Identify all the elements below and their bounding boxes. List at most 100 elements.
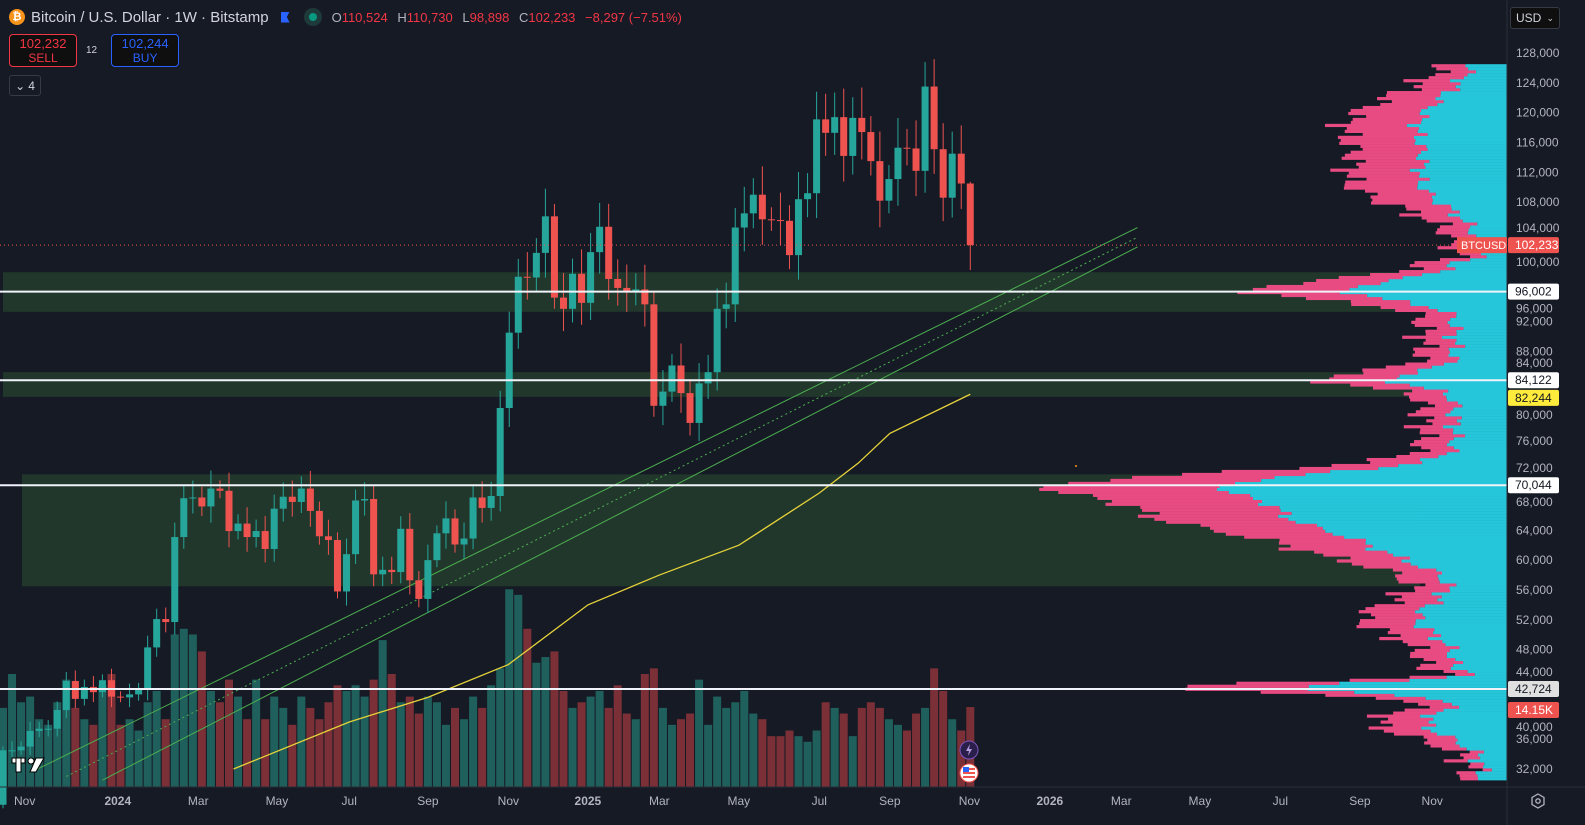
profile-bar-down bbox=[1368, 726, 1422, 730]
profile-bar-down bbox=[1159, 511, 1292, 515]
profile-bar-up bbox=[1456, 329, 1507, 333]
profile-bar-down bbox=[1350, 150, 1422, 154]
candle-body bbox=[749, 194, 757, 214]
price-tick-label: 64,000 bbox=[1516, 523, 1553, 537]
profile-bar-down bbox=[1426, 419, 1457, 423]
profile-bar-up bbox=[1380, 281, 1507, 286]
channel-upper-line[interactable] bbox=[29, 227, 1138, 774]
profile-bar-up bbox=[1467, 73, 1507, 77]
profile-bar-down bbox=[1363, 371, 1418, 375]
profile-bar-down bbox=[1403, 425, 1444, 429]
flag-icon[interactable] bbox=[280, 11, 290, 23]
profile-bar-up bbox=[1433, 630, 1507, 635]
price-axis-ticks: 128,000 124,000 120,000 116,000 112,000 108,0… bbox=[1516, 46, 1560, 776]
profile-bar-down bbox=[1470, 762, 1485, 766]
profile-bar-down bbox=[1423, 267, 1456, 271]
profile-bar-down bbox=[1409, 654, 1447, 659]
profile-bar-up bbox=[1456, 583, 1507, 587]
profile-bar-up bbox=[1421, 108, 1507, 113]
currency-select[interactable]: USD ⌄ bbox=[1510, 7, 1560, 29]
profile-bar-up bbox=[1443, 425, 1507, 429]
profile-bar-up bbox=[1234, 481, 1507, 486]
profile-bar-up bbox=[1491, 768, 1507, 772]
ohlc-values: O110,524 H110,730 L98,898 C102,233 −8,29… bbox=[331, 9, 682, 25]
volume-bar bbox=[252, 679, 261, 787]
profile-bar-up bbox=[1388, 278, 1507, 283]
trend-channel[interactable] bbox=[29, 227, 1138, 781]
profile-bar-up bbox=[1357, 284, 1507, 289]
volume-bar bbox=[839, 713, 848, 787]
candle-body bbox=[903, 147, 911, 149]
volume-label: 14.15K bbox=[1515, 703, 1553, 717]
profile-bar-down bbox=[1386, 91, 1441, 95]
price-tick-label: 56,000 bbox=[1516, 583, 1553, 597]
candle-body bbox=[379, 569, 387, 575]
candle-body bbox=[668, 365, 676, 392]
profile-bar-down bbox=[1430, 356, 1460, 360]
profile-bar-up bbox=[1436, 723, 1507, 727]
close-value: 102,233 bbox=[528, 9, 576, 25]
candle-body bbox=[478, 497, 486, 508]
profile-bar-up bbox=[1442, 392, 1507, 396]
candle-body bbox=[171, 537, 179, 623]
volume-bar bbox=[803, 741, 812, 787]
time-tick-label: Sep bbox=[1349, 794, 1371, 808]
price-tick-label: 112,000 bbox=[1516, 165, 1559, 179]
profile-bar-up bbox=[1429, 114, 1507, 119]
profile-bar-down bbox=[1349, 678, 1410, 682]
candle-body bbox=[361, 498, 369, 501]
tradingview-logo[interactable] bbox=[11, 757, 45, 773]
profile-bar-up bbox=[1465, 434, 1507, 438]
channel-lower-line[interactable] bbox=[102, 246, 1138, 781]
profile-bar-down bbox=[1425, 314, 1457, 318]
volume-bar bbox=[152, 690, 161, 787]
candle-body bbox=[243, 523, 251, 538]
volume-bar bbox=[333, 685, 342, 787]
candle-body bbox=[306, 488, 314, 511]
profile-bar-down bbox=[1366, 114, 1430, 119]
profile-bar-up bbox=[1476, 234, 1507, 238]
buy-button[interactable]: 102,244 BUY bbox=[111, 34, 180, 67]
profile-bar-up bbox=[1216, 487, 1507, 492]
profile-bar-up bbox=[1449, 323, 1507, 327]
volume-bar bbox=[243, 719, 252, 787]
profile-bar-up bbox=[1486, 255, 1507, 259]
profile-bar-down bbox=[1310, 380, 1385, 384]
symbol-title[interactable]: Bitcoin / U.S. Dollar · 1W · Bitstamp bbox=[31, 8, 269, 26]
profile-bar-up bbox=[1421, 150, 1507, 154]
market-status-icon[interactable] bbox=[303, 8, 322, 26]
level-price-label-bg bbox=[1508, 477, 1559, 494]
profile-bar-up bbox=[1253, 496, 1507, 500]
profile-bar-down bbox=[1393, 711, 1437, 715]
profile-bar-down bbox=[1459, 774, 1478, 778]
profile-bar-up bbox=[1414, 141, 1507, 145]
profile-bar-down bbox=[1344, 129, 1418, 134]
low-value: 98,898 bbox=[469, 9, 510, 25]
level-price-label-bg bbox=[1508, 283, 1559, 300]
candle-body bbox=[550, 216, 558, 298]
profile-bar-down bbox=[1470, 255, 1487, 259]
profile-bar-down bbox=[1460, 753, 1478, 757]
price-tick-label: 52,000 bbox=[1516, 613, 1553, 627]
lightning-icon[interactable] bbox=[959, 740, 979, 760]
volume-bar bbox=[550, 651, 559, 787]
sell-button[interactable]: 102,232 SELL bbox=[9, 34, 77, 67]
profile-bar-down bbox=[1385, 592, 1432, 596]
candle-body bbox=[596, 226, 604, 253]
volume-bar bbox=[197, 651, 206, 787]
us-flag-icon[interactable] bbox=[959, 763, 979, 783]
profile-bar-up bbox=[1446, 651, 1507, 656]
symbol-legend[interactable]: ₿ Bitcoin / U.S. Dollar · 1W · Bitstamp … bbox=[9, 8, 688, 26]
profile-bar-up bbox=[1476, 70, 1507, 74]
profile-bar-down bbox=[1422, 82, 1461, 86]
profile-bar-down bbox=[1420, 663, 1454, 668]
indicators-toggle-button[interactable]: ⌄ 4 bbox=[9, 75, 41, 96]
profile-bar-up bbox=[1418, 126, 1507, 131]
profile-bar-up bbox=[1425, 696, 1507, 700]
settings-gear-icon[interactable] bbox=[1531, 793, 1545, 809]
price-tick-label: 124,000 bbox=[1516, 76, 1560, 90]
profile-bar-down bbox=[1482, 768, 1492, 772]
profile-bar-down bbox=[1348, 171, 1420, 175]
profile-bar-down bbox=[1420, 407, 1454, 411]
